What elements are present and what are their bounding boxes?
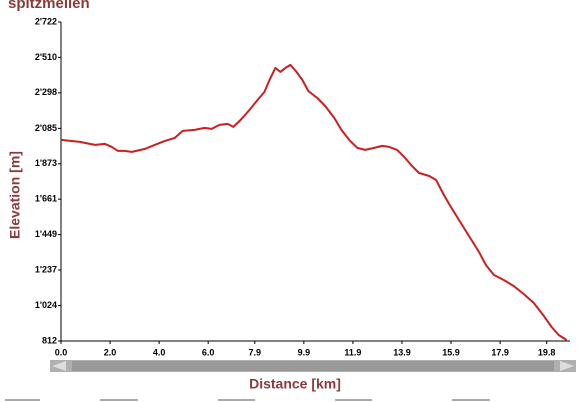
- scroll-thumb[interactable]: [72, 361, 554, 371]
- y-tick-label: 1'449: [35, 229, 57, 239]
- y-tick-label: 1'873: [35, 158, 57, 168]
- x-tick-label: 13.9: [393, 347, 411, 357]
- y-tick-label: 2'085: [35, 123, 57, 133]
- y-tick-label: 1'237: [35, 264, 57, 274]
- x-tick-label: 11.9: [344, 347, 361, 357]
- x-tick-label: 0.0: [55, 347, 68, 357]
- y-tick-label: 1'024: [35, 300, 57, 310]
- y-tick-label: 1'661: [35, 194, 57, 204]
- x-tick-label: 6.0: [202, 347, 215, 357]
- scrollbar[interactable]: [50, 360, 576, 372]
- x-tick-label: 2.0: [104, 347, 117, 357]
- elevation-line: [60, 63, 568, 341]
- x-tick-label: 7.9: [249, 347, 262, 357]
- y-tick-label: 812: [42, 335, 57, 345]
- y-tick-label: 2'298: [35, 87, 57, 97]
- y-axis-label: Elevation [m]: [7, 151, 23, 239]
- scroll-right[interactable]: [560, 361, 574, 371]
- x-tick-label: 9.9: [298, 347, 311, 357]
- x-tick-label: 17.9: [491, 347, 509, 357]
- y-tick-label: 2'722: [35, 16, 57, 26]
- x-tick-label: 19.8: [538, 347, 556, 357]
- scroll-left[interactable]: [52, 361, 66, 371]
- y-tick-label: 2'510: [35, 52, 57, 62]
- x-tick-label: 4.0: [153, 347, 166, 357]
- x-axis-label: Distance [km]: [249, 376, 341, 392]
- chart-title: spitzmeilen: [8, 0, 90, 12]
- x-tick-label: 15.9: [442, 347, 460, 357]
